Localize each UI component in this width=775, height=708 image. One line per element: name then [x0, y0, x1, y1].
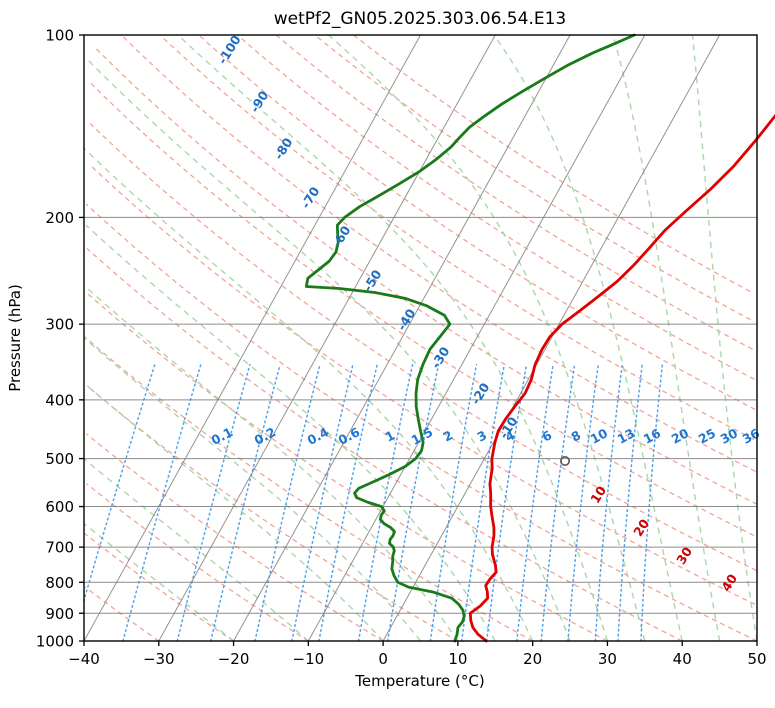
- x-tick-label: −30: [143, 650, 175, 668]
- y-axis-ticks: 100 200 300 400 500 600 700 800 900 1000: [36, 27, 84, 651]
- x-tick-label: 40: [673, 650, 692, 668]
- y-tick-label: 400: [45, 391, 74, 409]
- x-tick-label: −40: [68, 650, 100, 668]
- x-tick-label: −10: [293, 650, 325, 668]
- x-axis-label: Temperature (°C): [354, 672, 484, 690]
- y-tick-label: 200: [45, 209, 74, 227]
- isobar-gridlines: [84, 34, 757, 642]
- y-tick-label: 800: [45, 574, 74, 592]
- profile-markers: [559, 455, 570, 466]
- x-tick-label: 10: [448, 650, 467, 668]
- chart-title: wetPf2_GN05.2025.303.06.54.E13: [274, 9, 566, 29]
- plot-background: [84, 35, 757, 641]
- y-tick-label: 100: [45, 27, 74, 45]
- x-tick-label: 30: [598, 650, 617, 668]
- svg-text:30: 30: [718, 425, 741, 447]
- y-tick-label: 600: [45, 498, 74, 516]
- x-tick-label: −20: [218, 650, 250, 668]
- y-tick-label: 1000: [36, 633, 74, 651]
- isotherm-lines: [83, 34, 721, 642]
- mixing-ratio-lines: [82, 363, 664, 642]
- moist-adiabat-lines: [83, 34, 758, 642]
- x-tick-label: 50: [747, 650, 766, 668]
- y-tick-label: 300: [45, 316, 74, 334]
- plot-frame: [83, 34, 758, 642]
- sounding-profiles: [304, 33, 775, 643]
- y-tick-label: 700: [45, 539, 74, 557]
- svg-text:25: 25: [696, 425, 718, 446]
- dry-adiabat-lines: [84, 34, 758, 642]
- svg-text:16: 16: [641, 425, 664, 447]
- x-tick-label: 20: [523, 650, 542, 668]
- svg-text:20: 20: [669, 425, 692, 447]
- y-axis-label: Pressure (hPa): [6, 284, 24, 392]
- y-tick-label: 500: [45, 450, 74, 468]
- svg-text:13: 13: [615, 425, 637, 446]
- x-tick-label: 0: [378, 650, 388, 668]
- svg-text:10: 10: [588, 425, 611, 447]
- x-axis-ticks: −40 −30 −20 −10 0 10 20 30 40 50: [68, 641, 767, 668]
- y-tick-label: 900: [45, 605, 74, 623]
